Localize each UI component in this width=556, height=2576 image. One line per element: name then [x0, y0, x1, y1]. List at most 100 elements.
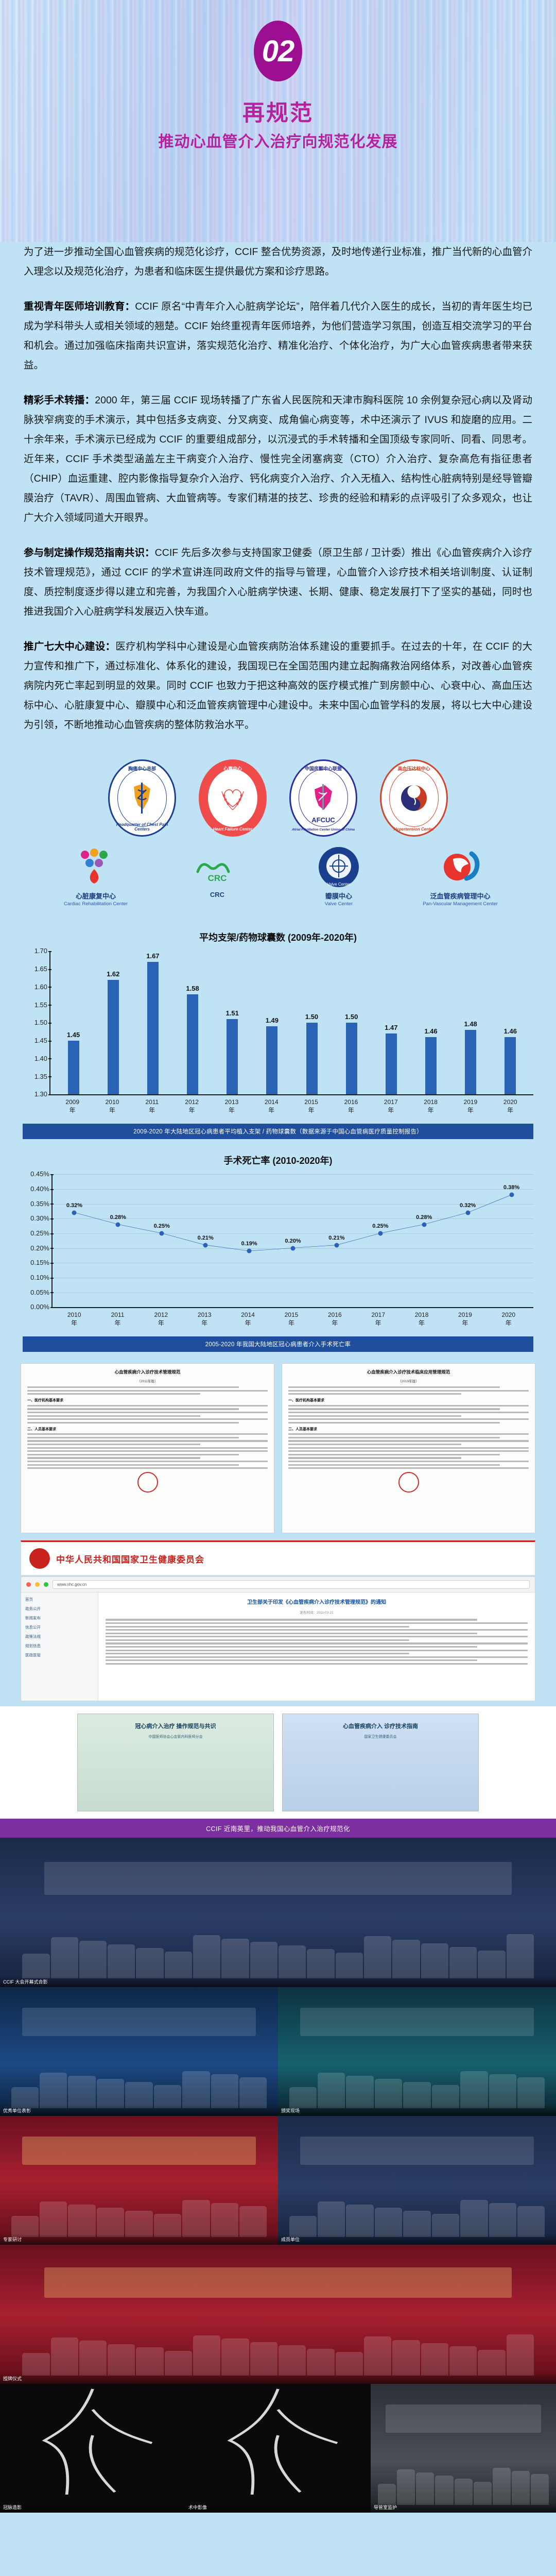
x-axis-tick: 2014年	[241, 1311, 255, 1327]
paragraph-intro: 为了进一步推动全国心血管疾病的规范化诊疗，CCIF 整合优势资源，及时地传递行业…	[24, 242, 532, 281]
person-silhouette	[318, 2073, 345, 2109]
data-point-label: 0.32%	[460, 1202, 476, 1209]
person-silhouette	[489, 2074, 516, 2109]
document-page-2019[interactable]: 心血管疾病介入诊疗技术临床应用管理规范 （2019年版） 一、医疗机构基本要求 …	[282, 1363, 535, 1534]
minimize-icon[interactable]	[35, 1582, 40, 1587]
x-axis-tick: 2016年	[344, 1098, 358, 1114]
sidebar-nav-item[interactable]: 信息公开	[25, 1625, 41, 1630]
page-subtitle: 推动心血管介入治疗向规范化发展	[158, 133, 398, 150]
bar-value-label: 1.46	[424, 1027, 438, 1036]
person-silhouette	[68, 2076, 96, 2109]
line-chart-section: 手术死亡率 (2010-2020年) 0.45% 0.40% 0.35% 0.30% 0…	[0, 1143, 556, 1356]
x-axis-tick: 2018年	[414, 1311, 429, 1327]
person-silhouette	[460, 2071, 488, 2109]
article-title: 卫生部关于印发《心血管疾病介入诊疗技术管理规范》的通知	[247, 1600, 386, 1606]
cathlab-monitor: 导管室监护	[371, 2384, 556, 2513]
paragraph-text: 2000 年，第三届 CCIF 现场转播了广东省人民医院和天津市胸科医院 10 …	[24, 395, 532, 524]
bar-value-label: 1.58	[186, 984, 199, 992]
document-subtitle: （2011年版）	[137, 1380, 158, 1384]
y-axis-tick: 0.20%	[24, 1244, 54, 1252]
person-silhouette	[478, 2349, 506, 2376]
bar-column: 1.49	[263, 951, 281, 1095]
bar-value-label: 1.47	[385, 1024, 398, 1032]
paragraph-text: CCIF 先后多次参与支持国家卫健委（原卫生部 / 卫计委）推出《心血管疾病介入…	[24, 547, 532, 618]
browser-window[interactable]: www.nhc.gov.cn 首页政务公开新闻发布信息公开政策法规规划信息医政医…	[21, 1577, 535, 1702]
person-silhouette	[193, 1935, 221, 1978]
y-axis-tick: 0.25%	[24, 1229, 54, 1237]
bar	[266, 1026, 278, 1095]
pvmc-icon	[436, 845, 485, 889]
book-cover-1[interactable]: 冠心病介入治疗 操作规范与共识 中国医师协会心血管内科医师分会	[77, 1714, 274, 1812]
person-silhouette	[374, 2079, 403, 2109]
bar-column: 1.46	[422, 951, 440, 1095]
sidebar-nav-item[interactable]: 医政医管	[25, 1653, 41, 1658]
data-point-label: 0.25%	[372, 1223, 389, 1229]
heart-wreath-icon	[208, 769, 257, 827]
person-silhouette	[68, 2205, 96, 2238]
data-point	[247, 1248, 252, 1253]
browser-toolbar: www.nhc.gov.cn	[21, 1577, 535, 1593]
line-chart-title: 手术死亡率 (2010-2020年)	[223, 1156, 333, 1166]
audience-row	[378, 2466, 549, 2505]
document-section-1: 一、医疗机构基本要求	[27, 1399, 63, 1403]
x-axis-tick: 2015年	[284, 1311, 299, 1327]
document-page-2011[interactable]: 心血管疾病介入诊疗技术管理规范 （2011年版） 一、医疗机构基本要求 二、人员…	[21, 1363, 274, 1534]
sidebar-nav-item[interactable]: 政务公开	[25, 1606, 41, 1612]
sidebar-nav-item[interactable]: 政策法规	[25, 1634, 41, 1639]
stage-banner	[300, 2137, 534, 2165]
bar-value-label: 1.51	[225, 1009, 239, 1018]
logo-label-en: Cardiac Rehabilitation Center	[63, 901, 128, 907]
person-silhouette	[530, 2473, 549, 2505]
address-bar[interactable]: www.nhc.gov.cn	[53, 1580, 530, 1589]
y-axis-tick: 0.45%	[24, 1170, 54, 1178]
sidebar-nav-item[interactable]: 首页	[25, 1597, 33, 1602]
center-logos-section: 胸痛中心总部 Headquarter of Chest Pain Centers…	[0, 755, 556, 920]
data-point-label: 0.38%	[503, 1184, 520, 1191]
close-icon[interactable]	[26, 1582, 31, 1587]
person-silhouette	[397, 2469, 415, 2505]
person-silhouette	[108, 1944, 135, 1978]
paragraph-seven-centers: 推广七大中心建设：医疗机构学科中心建设是心血管疾病防治体系建设的重要抓手。在过去…	[24, 637, 532, 735]
bar-value-label: 1.49	[265, 1016, 279, 1025]
valve-center-icon: Valve Center	[317, 845, 360, 889]
person-silhouette	[378, 2484, 396, 2505]
person-silhouette	[431, 2085, 460, 2109]
data-point	[72, 1210, 77, 1215]
y-axis-tick: 1.45	[25, 1037, 51, 1044]
seal-en-text: Atrial Fibrillation Center Union of Chin…	[291, 828, 355, 832]
data-point-label: 0.28%	[416, 1214, 432, 1221]
data-point	[159, 1231, 164, 1236]
person-silhouette	[346, 2205, 374, 2238]
bar-chart-caption: 2009-2020 年大陆地区冠心病患者平均植入支架 / 药物球囊数（数据来源于…	[23, 1124, 533, 1140]
document-pages-row: 心血管疾病介入诊疗技术管理规范 （2011年版） 一、医疗机构基本要求 二、人员…	[21, 1363, 535, 1534]
audience-row	[22, 2334, 534, 2376]
sidebar-nav-item[interactable]: 新闻发布	[25, 1616, 41, 1621]
person-silhouette	[40, 2201, 67, 2238]
maximize-icon[interactable]	[44, 1582, 48, 1587]
bar-column: 1.48	[462, 951, 479, 1095]
logo-afcuc: 中国房颤中心联盟 AFCUC Atrial Fibrillation Cente…	[285, 759, 362, 837]
y-axis-tick: 0.30%	[24, 1214, 54, 1222]
person-silhouette	[403, 2082, 431, 2109]
bar-column: 1.62	[105, 951, 122, 1095]
line-chart-plot: 0.45% 0.40% 0.35% 0.30% 0.25% 0.20% 0.15% 0.10%…	[30, 1170, 533, 1311]
award-ceremony-2: 颁奖现场	[278, 1987, 556, 2116]
audience-row	[11, 2070, 267, 2109]
person-silhouette	[193, 2335, 221, 2376]
data-point-label: 0.25%	[153, 1223, 170, 1229]
sidebar-nav-item[interactable]: 规划信息	[25, 1643, 41, 1649]
yin-yang-brush-icon	[389, 769, 439, 827]
person-silhouette	[289, 2087, 317, 2109]
data-point-label: 0.19%	[241, 1241, 257, 1247]
data-point-label: 0.20%	[285, 1238, 301, 1244]
bar	[425, 1037, 437, 1095]
bar-chart-title: 平均支架/药物球囊数 (2009年-2020年)	[199, 933, 357, 943]
person-silhouette	[449, 1947, 477, 1978]
paragraph-lead: 重视青年医师培训教育：	[24, 301, 135, 313]
person-silhouette	[346, 2076, 374, 2109]
photo-caption: CCIF 大会开幕式合影	[0, 1976, 556, 1988]
person-silhouette	[239, 2077, 267, 2109]
chest-pain-center-seal: 胸痛中心总部 Headquarter of Chest Pain Centers	[108, 759, 176, 837]
x-axis-tick: 2009年	[65, 1098, 79, 1114]
book-cover-2[interactable]: 心血管疾病介入 诊疗技术指南 国家卫生健康委员会	[282, 1714, 479, 1812]
